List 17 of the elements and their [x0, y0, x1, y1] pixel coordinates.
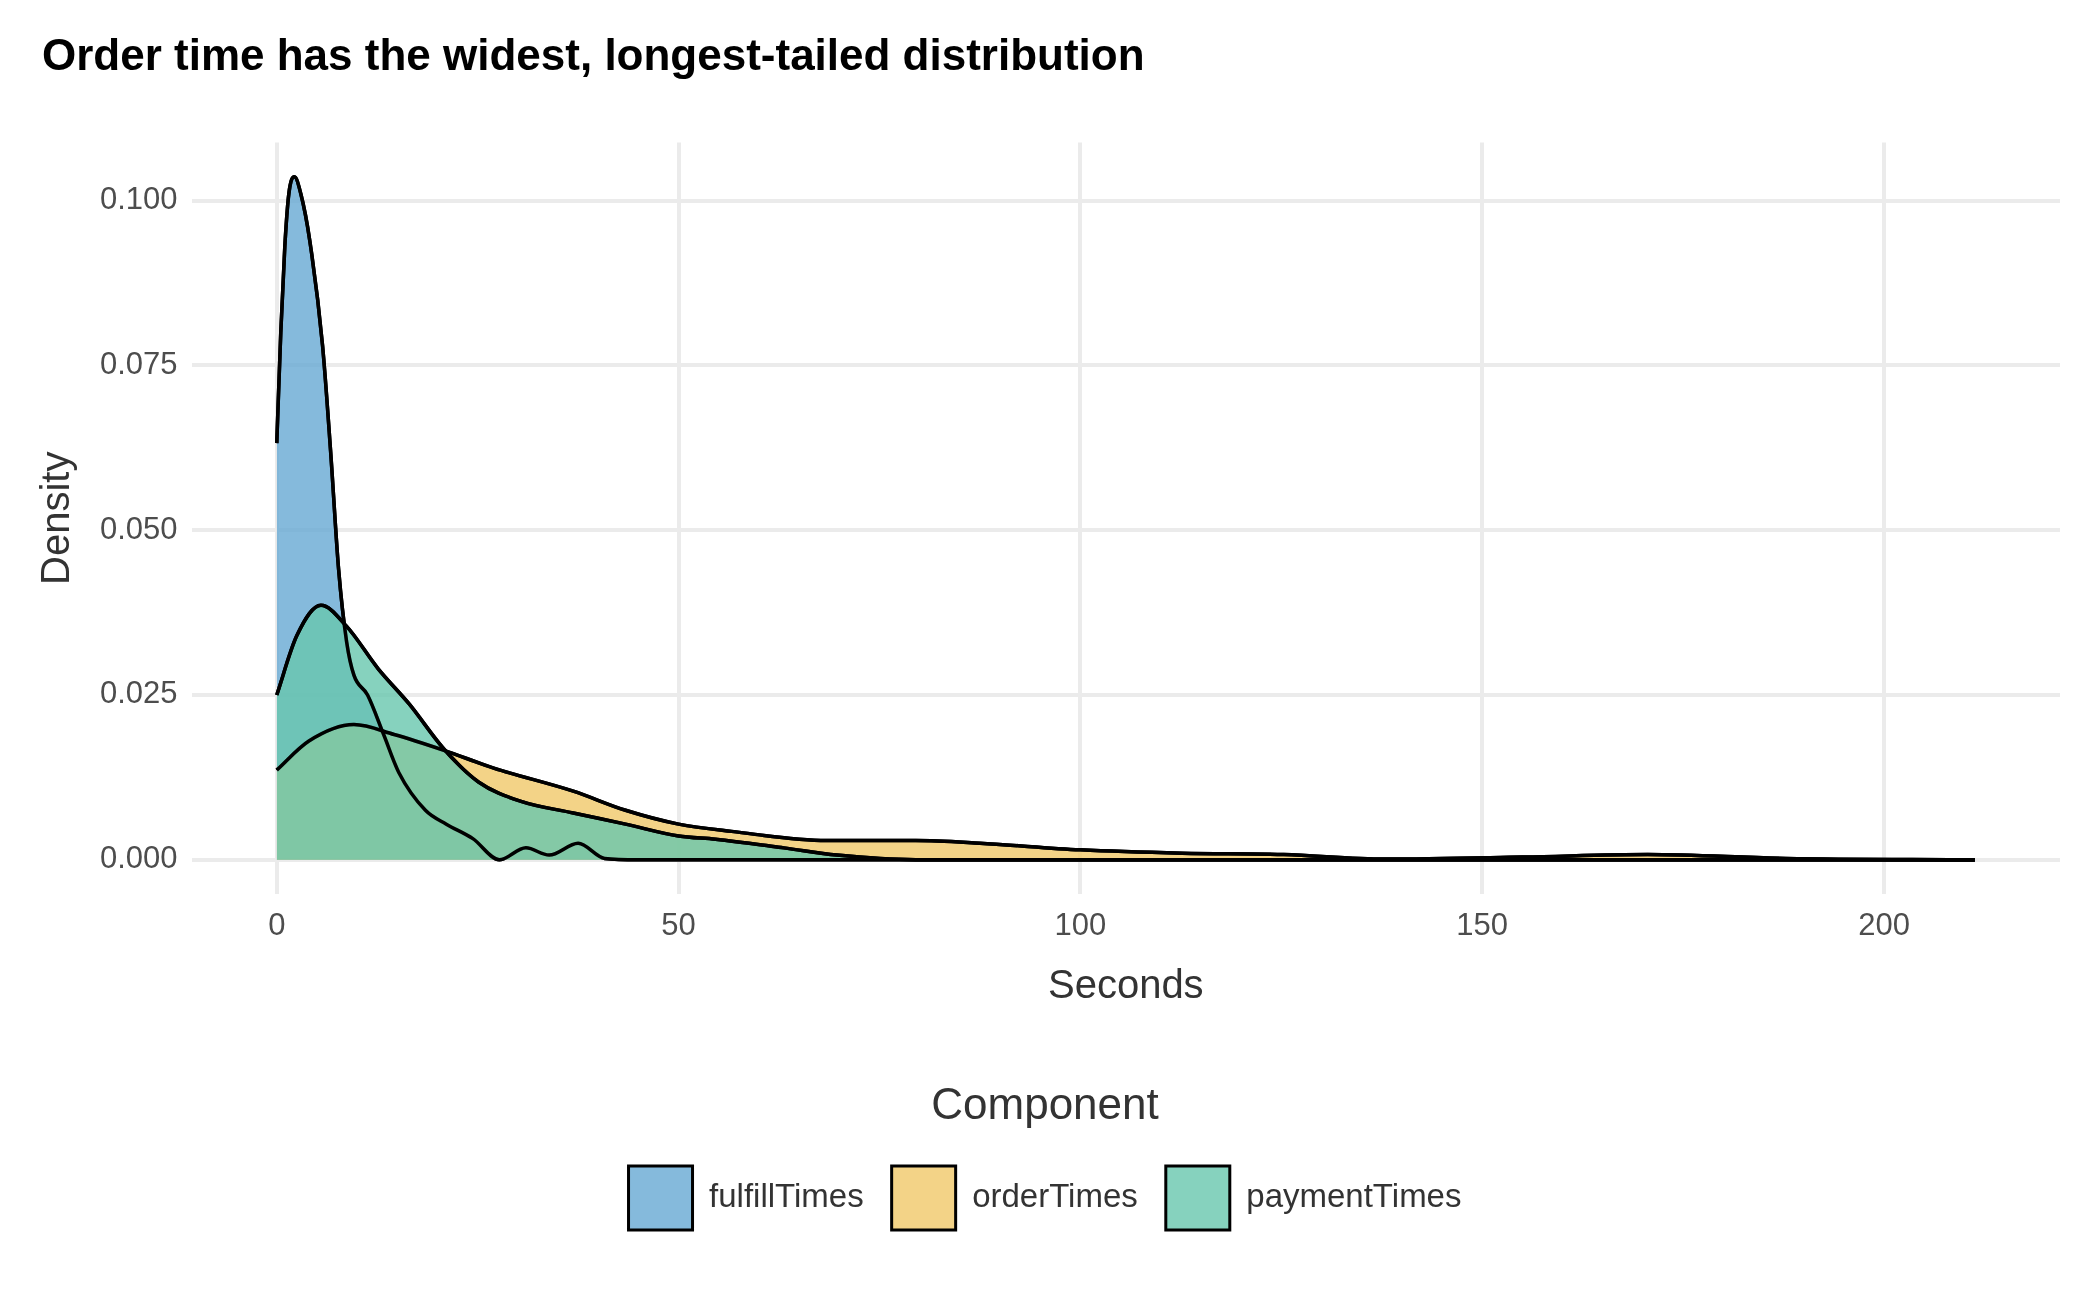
y-tick-label: 0.025	[100, 675, 178, 711]
legend-title: Component	[931, 1079, 1159, 1129]
x-tick-label: 0	[268, 907, 286, 943]
x-tick-label: 50	[661, 907, 696, 943]
y-tick-label: 0.075	[100, 345, 178, 381]
y-tick-label: 0.050	[100, 510, 178, 546]
x-tick-label: 150	[1456, 907, 1509, 943]
legend-label: paymentTimes	[1246, 1177, 1462, 1215]
y-axis-title: Density	[33, 451, 78, 585]
x-tick-label: 100	[1054, 907, 1107, 943]
x-tick-label: 200	[1858, 907, 1910, 943]
chart-title: Order time has the widest, longest-tailed distribution	[42, 30, 1145, 80]
y-tick-label: 0.000	[100, 840, 178, 876]
legend-label: fulfillTimes	[709, 1177, 864, 1215]
y-tick-label: 0.100	[100, 181, 178, 217]
x-axis-title: Seconds	[1047, 962, 1204, 1007]
legend-label: orderTimes	[972, 1177, 1138, 1215]
